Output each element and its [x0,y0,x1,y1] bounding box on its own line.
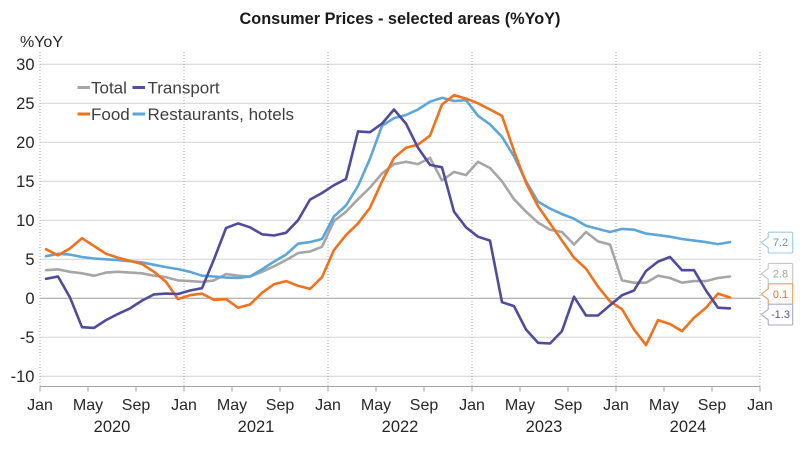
svg-text:Restaurants, hotels: Restaurants, hotels [148,105,294,124]
svg-text:May: May [649,397,679,414]
svg-text:-1.3: -1.3 [771,309,790,321]
svg-text:Sep: Sep [410,397,439,414]
svg-text:7.2: 7.2 [773,237,788,249]
svg-text:-5: -5 [20,329,35,347]
svg-text:Jan: Jan [171,397,197,414]
svg-text:25: 25 [16,95,34,113]
svg-text:Jan: Jan [603,397,629,414]
svg-text:15: 15 [16,173,34,191]
svg-text:20: 20 [16,134,34,152]
svg-text:Total: Total [91,79,127,98]
svg-text:2.8: 2.8 [773,268,788,280]
svg-text:Food: Food [91,105,130,124]
svg-text:2023: 2023 [526,418,563,436]
svg-text:Sep: Sep [698,397,727,414]
svg-text:Consumer Prices - selected are: Consumer Prices - selected areas (%YoY) [240,10,561,28]
svg-text:Jan: Jan [27,397,53,414]
svg-text:5: 5 [25,251,34,269]
svg-text:-10: -10 [11,368,35,386]
svg-text:May: May [73,397,103,414]
svg-text:May: May [361,397,391,414]
svg-text:Jan: Jan [747,397,773,414]
svg-text:2024: 2024 [670,418,707,436]
svg-text:Sep: Sep [266,397,295,414]
svg-text:0: 0 [25,290,34,308]
svg-text:2022: 2022 [382,418,419,436]
svg-text:Sep: Sep [122,397,151,414]
svg-text:2021: 2021 [238,418,275,436]
svg-text:0.1: 0.1 [773,289,788,301]
svg-text:Sep: Sep [554,397,583,414]
svg-text:Jan: Jan [315,397,341,414]
svg-text:10: 10 [16,212,34,230]
svg-text:2020: 2020 [94,418,131,436]
svg-text:30: 30 [16,56,34,74]
svg-text:May: May [505,397,535,414]
svg-text:Jan: Jan [459,397,485,414]
svg-text:%YoY: %YoY [20,34,63,51]
svg-text:Transport: Transport [148,79,220,98]
svg-text:May: May [217,397,247,414]
